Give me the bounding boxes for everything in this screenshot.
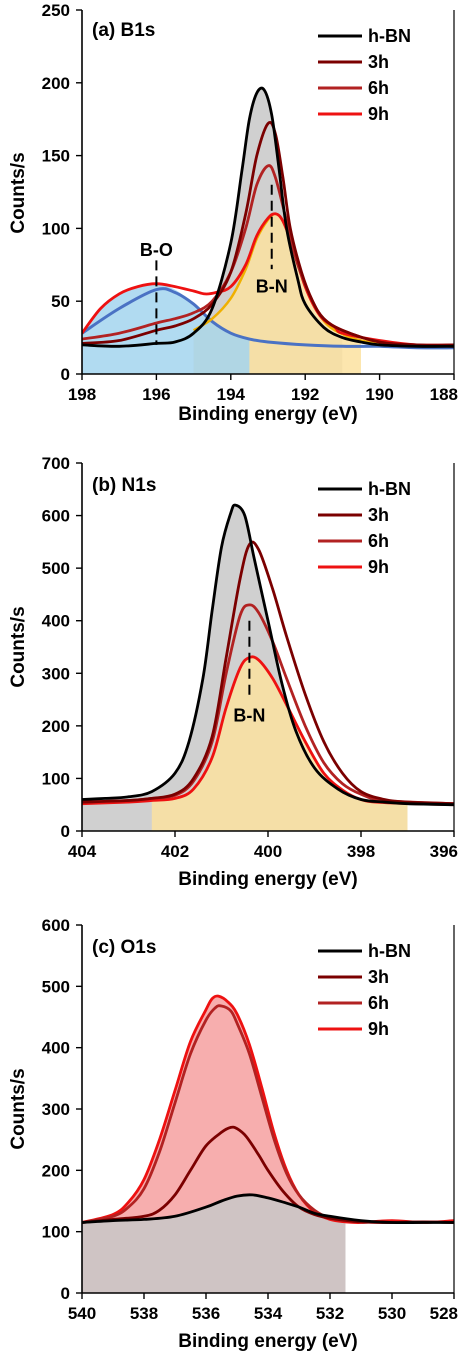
x-axis-label-a: Binding energy (eV): [178, 404, 357, 425]
y-tick-label-c-600: 600: [42, 916, 70, 935]
legend-label-b-3h: 3h: [368, 505, 389, 525]
y-tick-label-b-600: 600: [42, 507, 70, 526]
x-tick-label-b-400: 400: [254, 842, 282, 861]
panel-title-b: (b) N1s: [92, 475, 156, 496]
legend-label-b-h-BN: h-BN: [368, 479, 411, 499]
x-tick-label-c-540: 540: [68, 1304, 96, 1323]
panel-a: 0 50 100 150 200 250 198 196 194 192 190 188 Binding…: [8, 1, 458, 425]
y-axis-label-c: Counts/s: [8, 1068, 29, 1149]
y-axis-label-a: Counts/s: [8, 152, 29, 233]
series-line-c-h-BN: [82, 1193, 454, 1225]
y-axis-label-b: Counts/s: [8, 606, 29, 687]
y-tick-label-a-0: 0: [61, 365, 70, 384]
y-tick-label-b-500: 500: [42, 559, 70, 578]
y-tick-label-c-400: 400: [42, 1039, 70, 1058]
x-tick-label-c-536: 536: [192, 1304, 220, 1323]
legend-label-c-9h: 9h: [368, 1019, 389, 1039]
annotation-label-a-1: B-N: [256, 277, 288, 297]
panel-title-c: (c) O1s: [92, 937, 156, 958]
x-axis-label-b: Binding energy (eV): [178, 869, 357, 890]
y-tick-label-b-300: 300: [42, 664, 70, 683]
series-line-a-h-BN: [82, 86, 454, 348]
y-tick-label-a-100: 100: [42, 219, 70, 238]
legend-label-c-3h: 3h: [368, 967, 389, 987]
y-tick-label-b-700: 700: [42, 454, 70, 473]
component-line-b-o: [82, 287, 454, 350]
x-tick-label-c-530: 530: [378, 1304, 406, 1323]
panel-title-a: (a) B1s: [92, 20, 155, 41]
legend-label-b-9h: 9h: [368, 557, 389, 577]
annotation-label-b-0: B-N: [233, 705, 265, 725]
y-tick-label-b-400: 400: [42, 612, 70, 631]
legend-label-a-h-BN: h-BN: [368, 26, 411, 46]
series-line-a-9h: [82, 212, 454, 347]
x-tick-label-c-528: 528: [430, 1304, 458, 1323]
x-tick-label-a-198: 198: [68, 385, 96, 404]
panel-c: 0 100 200 300 400 500 600 540 538 536 534 532 530 528…: [8, 916, 458, 1352]
x-tick-label-a-196: 196: [142, 385, 170, 404]
y-tick-label-c-0: 0: [61, 1284, 70, 1303]
y-tick-label-c-300: 300: [42, 1100, 70, 1119]
x-tick-label-a-192: 192: [291, 385, 319, 404]
y-tick-label-c-500: 500: [42, 977, 70, 996]
fill-area-b-1: [151, 656, 408, 831]
x-tick-label-c-532: 532: [316, 1304, 344, 1323]
series-line-c-3h: [82, 1125, 454, 1224]
y-tick-label-c-100: 100: [42, 1223, 70, 1242]
plot-area-c: [82, 994, 454, 1293]
y-tick-label-c-200: 200: [42, 1161, 70, 1180]
series-line-b-3h: [82, 540, 454, 806]
plot-area-a: [82, 86, 454, 374]
plot-area-b: [82, 503, 454, 831]
legend-label-a-6h: 6h: [368, 78, 389, 98]
legend-label-c-h-BN: h-BN: [368, 941, 411, 961]
legend-label-c-6h: 6h: [368, 993, 389, 1013]
y-tick-label-a-200: 200: [42, 74, 70, 93]
y-tick-label-a-50: 50: [51, 292, 70, 311]
x-tick-label-c-534: 534: [254, 1304, 283, 1323]
y-tick-label-b-200: 200: [42, 717, 70, 736]
legend-label-b-6h: 6h: [368, 531, 389, 551]
x-tick-label-b-398: 398: [347, 842, 375, 861]
panel-b: 0 100 200 300 400 500 600 700 404 402 400 398 396 Bin…: [8, 454, 458, 890]
legend-label-a-9h: 9h: [368, 104, 389, 124]
y-tick-label-a-150: 150: [42, 147, 70, 166]
y-tick-label-b-100: 100: [42, 769, 70, 788]
annotation-label-a-0: B-O: [140, 240, 173, 260]
x-tick-label-c-538: 538: [130, 1304, 158, 1323]
x-axis-label-c: Binding energy (eV): [178, 1331, 357, 1352]
x-tick-label-b-404: 404: [68, 842, 97, 861]
x-tick-label-a-190: 190: [365, 385, 393, 404]
legend-label-a-3h: 3h: [368, 52, 389, 72]
y-tick-label-a-250: 250: [42, 1, 70, 20]
x-tick-label-b-402: 402: [161, 842, 189, 861]
series-line-b-h-BN: [82, 503, 454, 807]
x-tick-label-b-396: 396: [430, 842, 458, 861]
x-tick-label-a-188: 188: [430, 385, 458, 404]
y-tick-label-b-0: 0: [61, 822, 70, 841]
x-tick-label-a-194: 194: [217, 385, 246, 404]
